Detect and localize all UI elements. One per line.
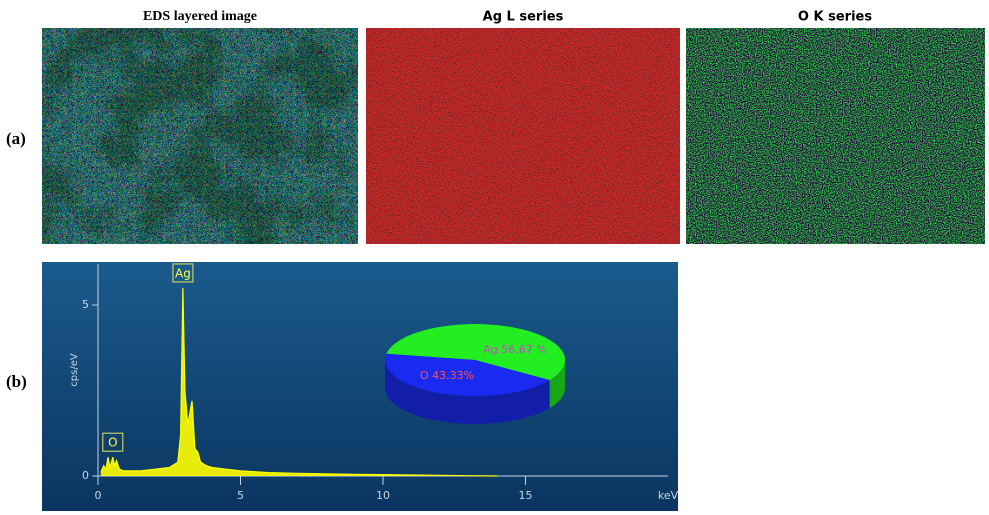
map-title: Ag L series <box>483 10 564 25</box>
figure: (a) (b) EDS layered image Ag L series O … <box>0 0 989 511</box>
x-tick-label: 5 <box>237 489 244 502</box>
peak-label: O <box>108 436 117 450</box>
y-tick-label: 5 <box>82 298 89 311</box>
y-axis-label: cps/eV <box>69 353 80 387</box>
x-tick-label: 15 <box>519 489 533 502</box>
pie-label: O 43.33% <box>420 369 474 382</box>
x-axis-label: keV <box>658 489 679 502</box>
y-tick-label: 0 <box>82 469 89 482</box>
ag-map <box>366 28 680 244</box>
panel-label: (a) <box>6 129 26 148</box>
layered-image <box>42 28 358 244</box>
x-tick-label: 10 <box>376 489 390 502</box>
pie-label: Ag 56.67 % <box>483 343 546 356</box>
x-tick-label: 0 <box>95 489 102 502</box>
peak-label: Ag <box>175 266 191 280</box>
map-title: O K series <box>798 10 872 25</box>
map-title: EDS layered image <box>143 9 257 24</box>
panel-label: (b) <box>6 372 27 391</box>
o-map <box>686 28 985 244</box>
